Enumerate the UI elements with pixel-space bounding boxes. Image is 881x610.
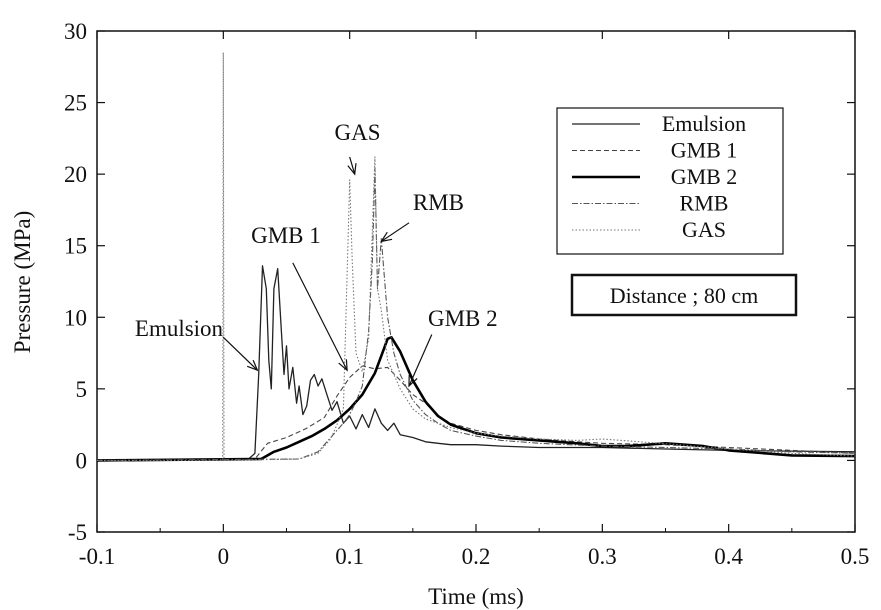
legend-label: RMB [680, 191, 729, 216]
x-tick-label: -0.1 [79, 544, 115, 569]
series-line-rmb [96, 167, 856, 461]
x-tick-label: 0 [218, 544, 230, 569]
y-tick-label: 15 [64, 234, 87, 259]
series-line-gmb-2 [96, 335, 856, 462]
annotation-arrow [380, 222, 410, 242]
x-tick-label: 0.3 [588, 544, 617, 569]
legend-label: Emulsion [662, 111, 746, 136]
annotation-label: Emulsion [135, 316, 224, 341]
x-tick-label: 0.4 [714, 544, 743, 569]
x-tick-label: 0.5 [841, 544, 870, 569]
y-tick-label: 10 [64, 305, 87, 330]
info-box-frame [570, 273, 798, 317]
y-tick-label: 30 [64, 19, 87, 44]
x-axis-title: Time (ms) [428, 584, 524, 609]
annotation-arrowhead [347, 163, 357, 176]
y-tick-label: 0 [76, 448, 88, 473]
y-tick-label: 25 [64, 91, 87, 116]
annotation-arrow [408, 334, 433, 387]
annotation-arrow [349, 156, 356, 175]
legend-label: GMB 1 [671, 138, 738, 163]
legend-label: GAS [682, 217, 726, 242]
tick-labels: -0.1 0 0.1 0.2 0.3 0.4 0.5 -5 0 5 10 15 20 25 30 [64, 19, 869, 569]
annotation-arrow [222, 336, 258, 371]
y-tick-label: 20 [64, 162, 87, 187]
annotation-arrowhead [246, 359, 259, 372]
x-tick-label: 0.1 [335, 544, 364, 569]
y-tick-label: -5 [68, 520, 87, 545]
annotations: GAS RMB GMB 1 Emulsion GMB 2 [135, 120, 498, 388]
annotation-label: RMB [413, 190, 464, 215]
annotation-arrowhead [338, 359, 348, 372]
series-line-gmb-1 [96, 365, 856, 461]
x-tick-label: 0.2 [462, 544, 491, 569]
annotation-arrowhead [408, 374, 418, 388]
annotation-label: GAS [335, 120, 381, 145]
annotation-arrowhead [380, 231, 393, 243]
series-line-emulsion [96, 265, 856, 462]
annotation-arrow [292, 262, 348, 371]
y-tick-label: 5 [76, 377, 88, 402]
series-line-gas [97, 51, 856, 461]
legend-box [556, 107, 784, 255]
y-axis-title: Pressure (MPa) [10, 211, 35, 353]
info-box-text: Distance ; 80 cm [610, 283, 758, 308]
annotation-label: GMB 1 [251, 223, 321, 248]
distance-info-box: Distance ; 80 cm [570, 273, 798, 317]
annotation-label: GMB 2 [428, 306, 498, 331]
legend-label: GMB 2 [671, 164, 738, 189]
series-lines [96, 51, 856, 462]
